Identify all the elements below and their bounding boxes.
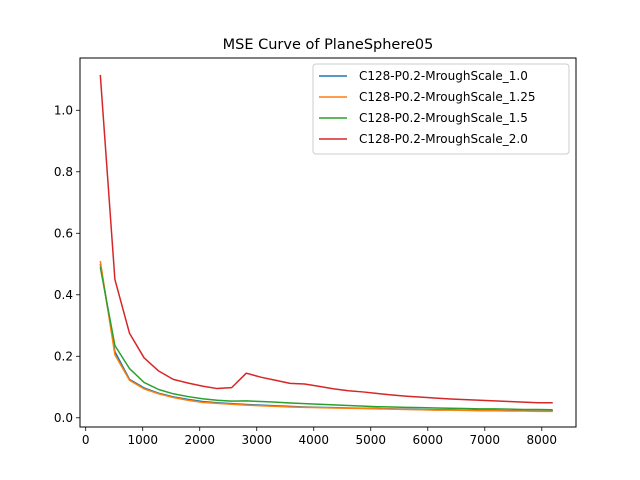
legend-label-3: C128-P0.2-MroughScale_2.0 — [359, 132, 528, 146]
legend-box — [312, 63, 570, 155]
y-tick-label: 0.8 — [54, 165, 73, 179]
y-tick-label: 0.6 — [54, 226, 73, 240]
x-axis: 0 1000 2000 3000 4000 5000 6000 7000 8000 — [82, 427, 557, 447]
y-tick-label: 0.4 — [54, 288, 73, 302]
plot-area: 0 1000 2000 3000 4000 5000 6000 7000 8000 0.0 0.2… — [54, 57, 577, 447]
plot-frame — [79, 57, 577, 428]
chart-title: MSE Curve of PlaneSphere05 — [223, 37, 434, 53]
y-tick-label: 0.2 — [54, 349, 73, 363]
series-line-3 — [99, 74, 553, 404]
x-tick-label: 3000 — [241, 433, 272, 447]
series-line-1 — [99, 260, 553, 413]
x-tick-label: 1000 — [127, 433, 158, 447]
x-tick-label: 6000 — [412, 433, 443, 447]
x-tick-label: 7000 — [470, 433, 501, 447]
y-axis: 0.0 0.2 0.4 0.6 0.8 1.0 — [54, 103, 80, 425]
x-tick-label: 0 — [82, 433, 90, 447]
y-tick-label: 1.0 — [54, 103, 73, 117]
series-lines — [99, 74, 553, 413]
legend-label-2: C128-P0.2-MroughScale_1.5 — [359, 111, 528, 125]
x-tick-label: 2000 — [184, 433, 215, 447]
series-line-2 — [99, 266, 553, 411]
x-tick-label: 4000 — [298, 433, 329, 447]
x-tick-label: 8000 — [527, 433, 558, 447]
legend: C128-P0.2-MroughScale_1.0 C128-P0.2-Mroug… — [312, 63, 570, 155]
legend-label-0: C128-P0.2-MroughScale_1.0 — [359, 69, 528, 83]
x-tick-label: 5000 — [355, 433, 386, 447]
legend-label-1: C128-P0.2-MroughScale_1.25 — [359, 90, 535, 104]
y-tick-label: 0.0 — [54, 411, 73, 425]
